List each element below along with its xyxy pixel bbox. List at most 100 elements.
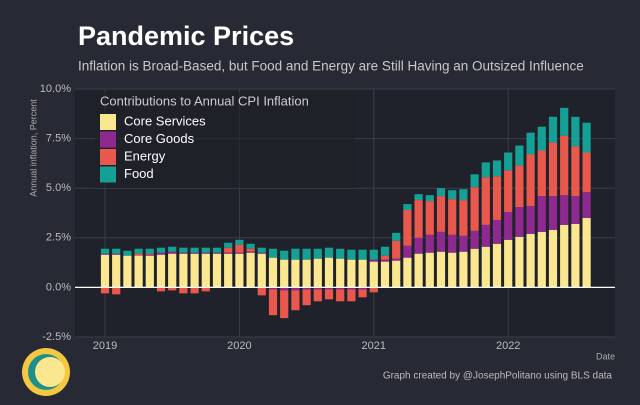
bar-segment — [224, 242, 233, 248]
bar-segment — [403, 204, 412, 211]
bar-segment — [134, 248, 143, 254]
bar-segment — [492, 243, 502, 288]
chart-subtitle: Inflation is Broad-Based, but Food and E… — [78, 59, 584, 74]
bar-segment — [134, 255, 143, 288]
bar-segment — [571, 116, 580, 147]
bar-segment — [313, 289, 322, 302]
bar-segment — [515, 145, 524, 166]
bar-segment — [392, 240, 401, 259]
bar-segment — [560, 135, 569, 196]
bar-segment — [268, 287, 278, 290]
bar-segment — [526, 154, 535, 207]
bar-segment — [201, 247, 210, 253]
bar-segment — [470, 230, 479, 249]
caption: Graph created by @JosephPolitano using B… — [383, 371, 613, 382]
bar-segment — [212, 247, 222, 253]
bar-segment — [548, 116, 558, 143]
bar-segment — [156, 247, 166, 253]
bar-segment — [436, 231, 446, 252]
bar-segment — [201, 287, 210, 292]
bar-segment — [492, 160, 502, 177]
bar-segment — [436, 251, 446, 288]
bar-segment — [582, 152, 591, 193]
bar-segment — [537, 126, 546, 151]
bar-segment — [481, 162, 490, 178]
bar-segment — [112, 253, 121, 255]
bar-segment — [145, 248, 154, 254]
bar-segment — [100, 254, 110, 288]
bar-segment — [179, 287, 188, 294]
bar-segment — [257, 287, 266, 296]
bar-segment — [100, 248, 110, 254]
bar-segment — [291, 259, 300, 288]
bar-segment — [459, 189, 468, 201]
bar-segment — [515, 165, 524, 208]
bar-segment — [280, 287, 289, 291]
bar-segment — [324, 247, 334, 258]
bar-segment — [548, 229, 558, 288]
bar-segment — [358, 249, 367, 260]
bar-segment — [380, 259, 390, 262]
legend-title: Contributions to Annual CPI Inflation — [100, 93, 309, 108]
legend-label: Energy — [124, 148, 166, 163]
bar-segment — [145, 255, 154, 288]
bar-segment — [515, 236, 524, 288]
y-tick-label: 10.0% — [40, 83, 71, 95]
legend-label: Core Services — [124, 113, 206, 128]
bar-segment — [336, 258, 345, 288]
bar-segment — [369, 287, 378, 293]
bar-segment — [100, 287, 110, 294]
bar-segment — [257, 247, 266, 253]
bar-segment — [190, 287, 199, 294]
bar-segment — [414, 194, 423, 201]
bar-segment — [224, 252, 233, 254]
legend-label: Core Goods — [124, 131, 195, 146]
bar-segment — [358, 259, 367, 288]
bar-segment — [436, 196, 446, 232]
bar-segment — [224, 247, 233, 253]
legend-background — [95, 92, 355, 188]
bar-segment — [504, 239, 513, 288]
bar-segment — [492, 219, 502, 244]
bar-segment — [492, 176, 502, 220]
bar-segment — [201, 252, 210, 254]
bar-segment — [235, 253, 244, 288]
bar-segment — [313, 287, 322, 290]
bar-segment — [313, 258, 322, 288]
bar-segment — [425, 234, 434, 253]
bar-segment — [414, 200, 423, 238]
bar-segment — [179, 252, 188, 254]
bar-segment — [403, 245, 412, 258]
legend-swatch — [100, 131, 116, 148]
bar-segment — [414, 237, 423, 254]
bar-segment — [392, 260, 401, 288]
bar-segment — [291, 287, 300, 291]
bar-segment — [526, 233, 535, 288]
y-tick-label: -2.5% — [42, 331, 71, 343]
x-axis-label: Date — [596, 351, 615, 361]
bar-segment — [280, 250, 289, 260]
bar-segment — [560, 107, 569, 136]
bar-segment — [548, 142, 558, 197]
bar-segment — [145, 253, 154, 255]
bar-segment — [246, 243, 255, 249]
y-axis-label: Annual inflation, Percent — [28, 99, 38, 197]
bar-segment — [246, 248, 255, 252]
bar-segment — [560, 195, 569, 225]
bar-segment — [347, 249, 356, 260]
bar-segment — [190, 252, 199, 254]
bar-segment — [347, 287, 356, 290]
bar-segment — [268, 248, 278, 258]
bar-segment — [268, 289, 278, 316]
bar-segment — [347, 259, 356, 288]
bar-segment — [123, 255, 132, 288]
bar-segment — [481, 224, 490, 247]
bar-segment — [168, 287, 177, 291]
bar-segment — [481, 177, 490, 225]
bar-segment — [302, 287, 311, 290]
bar-segment — [392, 232, 401, 241]
bar-segment — [459, 200, 468, 236]
bar-segment — [235, 239, 244, 245]
bar-segment — [470, 248, 479, 288]
bar-segment — [425, 195, 434, 202]
